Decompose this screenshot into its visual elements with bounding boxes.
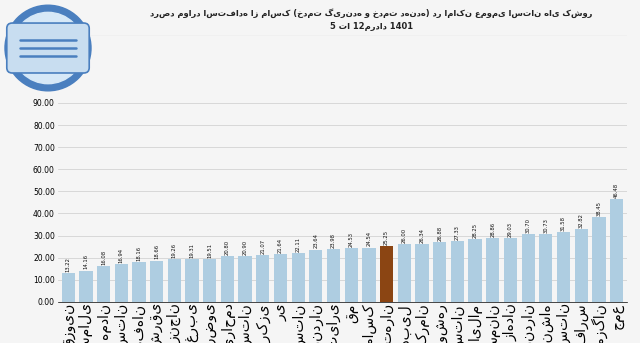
Bar (274, 254, 287, 302)
Text: 46.48: 46.48 (614, 183, 619, 198)
Text: 28.25: 28.25 (472, 223, 477, 238)
Text: 23.98: 23.98 (331, 233, 336, 248)
Text: 21.07: 21.07 (260, 239, 266, 254)
Text: 20.80: 20.80 (225, 240, 230, 255)
Bar (256, 255, 269, 302)
Bar (610, 199, 623, 302)
Text: 19.26: 19.26 (172, 243, 177, 258)
Text: 18.16: 18.16 (136, 246, 141, 261)
Bar (115, 264, 128, 302)
Bar (380, 246, 393, 302)
Bar (486, 238, 499, 302)
Bar (468, 239, 482, 302)
Text: 23.64: 23.64 (314, 234, 318, 248)
Text: درصد موارد استفاده از ماسک (خدمت گیرنده و خدمت دهنده) در اماکن عمومی استان های ک: درصد موارد استفاده از ماسک (خدمت گیرنده … (150, 9, 593, 18)
Text: 22.11: 22.11 (296, 237, 301, 252)
Bar (557, 232, 570, 302)
Bar (592, 217, 605, 302)
Text: 14.16: 14.16 (83, 254, 88, 270)
Bar (132, 262, 146, 302)
Text: 30.73: 30.73 (543, 218, 548, 233)
Text: 30.70: 30.70 (525, 218, 531, 233)
Text: 38.45: 38.45 (596, 201, 602, 216)
Text: 19.31: 19.31 (189, 243, 195, 258)
Text: 16.08: 16.08 (101, 250, 106, 265)
Bar (522, 234, 535, 302)
Text: 27.33: 27.33 (455, 225, 460, 240)
Bar (539, 234, 552, 302)
Bar (168, 259, 181, 302)
Bar (362, 248, 376, 302)
Text: 28.86: 28.86 (490, 222, 495, 237)
Circle shape (5, 5, 91, 91)
Bar (504, 238, 517, 302)
Bar (575, 229, 588, 302)
Bar (239, 256, 252, 302)
Text: 20.90: 20.90 (243, 239, 248, 255)
Text: 31.58: 31.58 (561, 216, 566, 231)
Text: 19.51: 19.51 (207, 243, 212, 258)
Bar (292, 253, 305, 302)
Text: 16.94: 16.94 (119, 248, 124, 263)
Bar (451, 241, 464, 302)
Text: 24.54: 24.54 (367, 232, 371, 247)
Bar (397, 244, 411, 302)
Bar (150, 261, 163, 302)
Text: 26.88: 26.88 (437, 226, 442, 241)
Text: 26.34: 26.34 (419, 227, 424, 243)
Text: 24.53: 24.53 (349, 232, 354, 247)
FancyBboxPatch shape (7, 23, 89, 73)
Bar (61, 273, 75, 302)
Text: 5 تا 12مرداد 1401: 5 تا 12مرداد 1401 (330, 22, 413, 31)
Bar (344, 248, 358, 302)
Bar (415, 244, 429, 302)
Bar (221, 256, 234, 302)
Text: 29.03: 29.03 (508, 222, 513, 237)
Bar (186, 259, 198, 302)
Bar (203, 259, 216, 302)
Bar (327, 249, 340, 302)
Bar (309, 250, 323, 302)
Bar (433, 243, 446, 302)
Bar (97, 266, 110, 302)
Text: 32.82: 32.82 (579, 213, 584, 228)
Circle shape (12, 12, 84, 84)
Text: 26.00: 26.00 (402, 228, 407, 243)
Text: 13.22: 13.22 (66, 257, 70, 272)
Text: 18.66: 18.66 (154, 244, 159, 260)
Text: 21.64: 21.64 (278, 238, 283, 253)
Bar (79, 271, 93, 302)
Text: 25.25: 25.25 (384, 230, 389, 245)
